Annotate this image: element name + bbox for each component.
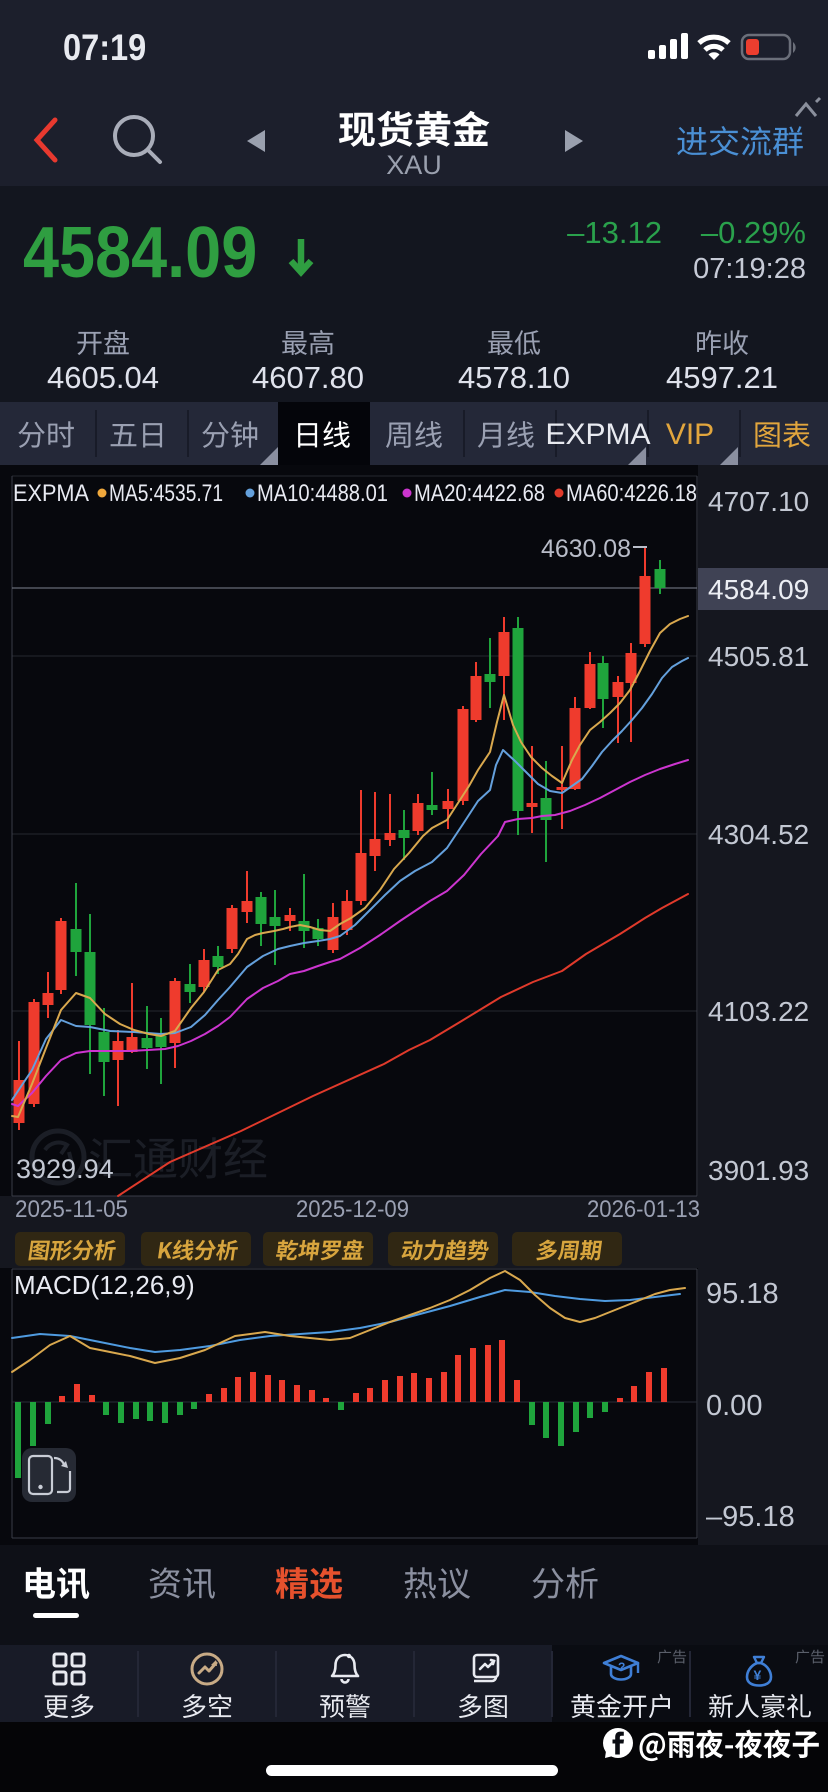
svg-text:2026-01-13: 2026-01-13 bbox=[587, 1196, 700, 1223]
svg-text:?: ? bbox=[618, 1660, 625, 1674]
svg-text:0.00: 0.00 bbox=[706, 1390, 762, 1422]
svg-text:2025-11-05: 2025-11-05 bbox=[15, 1196, 128, 1223]
svg-text:MA5:4535.71: MA5:4535.71 bbox=[109, 480, 223, 507]
svg-text:MA10:4488.01: MA10:4488.01 bbox=[257, 480, 388, 507]
svg-text:95.18: 95.18 bbox=[706, 1278, 779, 1310]
svg-text:¥: ¥ bbox=[754, 1667, 762, 1683]
svg-text:4304.52: 4304.52 bbox=[708, 819, 809, 850]
svg-text:4707.10: 4707.10 bbox=[708, 486, 809, 517]
svg-text:2025-12-09: 2025-12-09 bbox=[296, 1196, 409, 1223]
svg-text:4630.08: 4630.08 bbox=[541, 535, 631, 563]
svg-text:MA60:4226.18: MA60:4226.18 bbox=[566, 480, 697, 507]
svg-text:3901.93: 3901.93 bbox=[708, 1155, 809, 1186]
svg-text:MACD(12,26,9): MACD(12,26,9) bbox=[14, 1270, 195, 1300]
svg-text:4103.22: 4103.22 bbox=[708, 996, 809, 1027]
svg-text:4505.81: 4505.81 bbox=[708, 641, 809, 672]
svg-text:–95.18: –95.18 bbox=[706, 1501, 795, 1533]
svg-text:4584.09: 4584.09 bbox=[708, 574, 809, 605]
svg-text:MA20:4422.68: MA20:4422.68 bbox=[414, 480, 545, 507]
svg-text:EXPMA: EXPMA bbox=[13, 480, 89, 507]
svg-text:3929.94: 3929.94 bbox=[16, 1154, 114, 1184]
